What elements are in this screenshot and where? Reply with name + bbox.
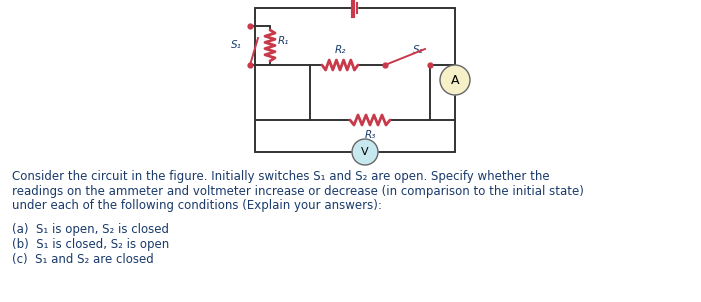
Circle shape — [440, 65, 470, 95]
Text: R₃: R₃ — [365, 130, 376, 140]
Text: Consider the circuit in the figure. Initially switches S₁ and S₂ are open. Speci: Consider the circuit in the figure. Init… — [12, 170, 550, 183]
Text: readings on the ammeter and voltmeter increase or decrease (in comparison to the: readings on the ammeter and voltmeter in… — [12, 185, 584, 198]
Text: S₁: S₁ — [231, 40, 242, 50]
Circle shape — [352, 139, 378, 165]
Text: (a)  S₁ is open, S₂ is closed: (a) S₁ is open, S₂ is closed — [12, 223, 169, 236]
Text: S₂: S₂ — [412, 45, 423, 55]
Text: under each of the following conditions (Explain your answers):: under each of the following conditions (… — [12, 199, 382, 212]
Text: (c)  S₁ and S₂ are closed: (c) S₁ and S₂ are closed — [12, 252, 154, 265]
Text: A: A — [451, 73, 459, 86]
Text: V: V — [361, 147, 369, 157]
Text: R₁: R₁ — [278, 36, 290, 46]
Text: R₂: R₂ — [334, 45, 346, 55]
Text: (b)  S₁ is closed, S₂ is open: (b) S₁ is closed, S₂ is open — [12, 238, 169, 251]
